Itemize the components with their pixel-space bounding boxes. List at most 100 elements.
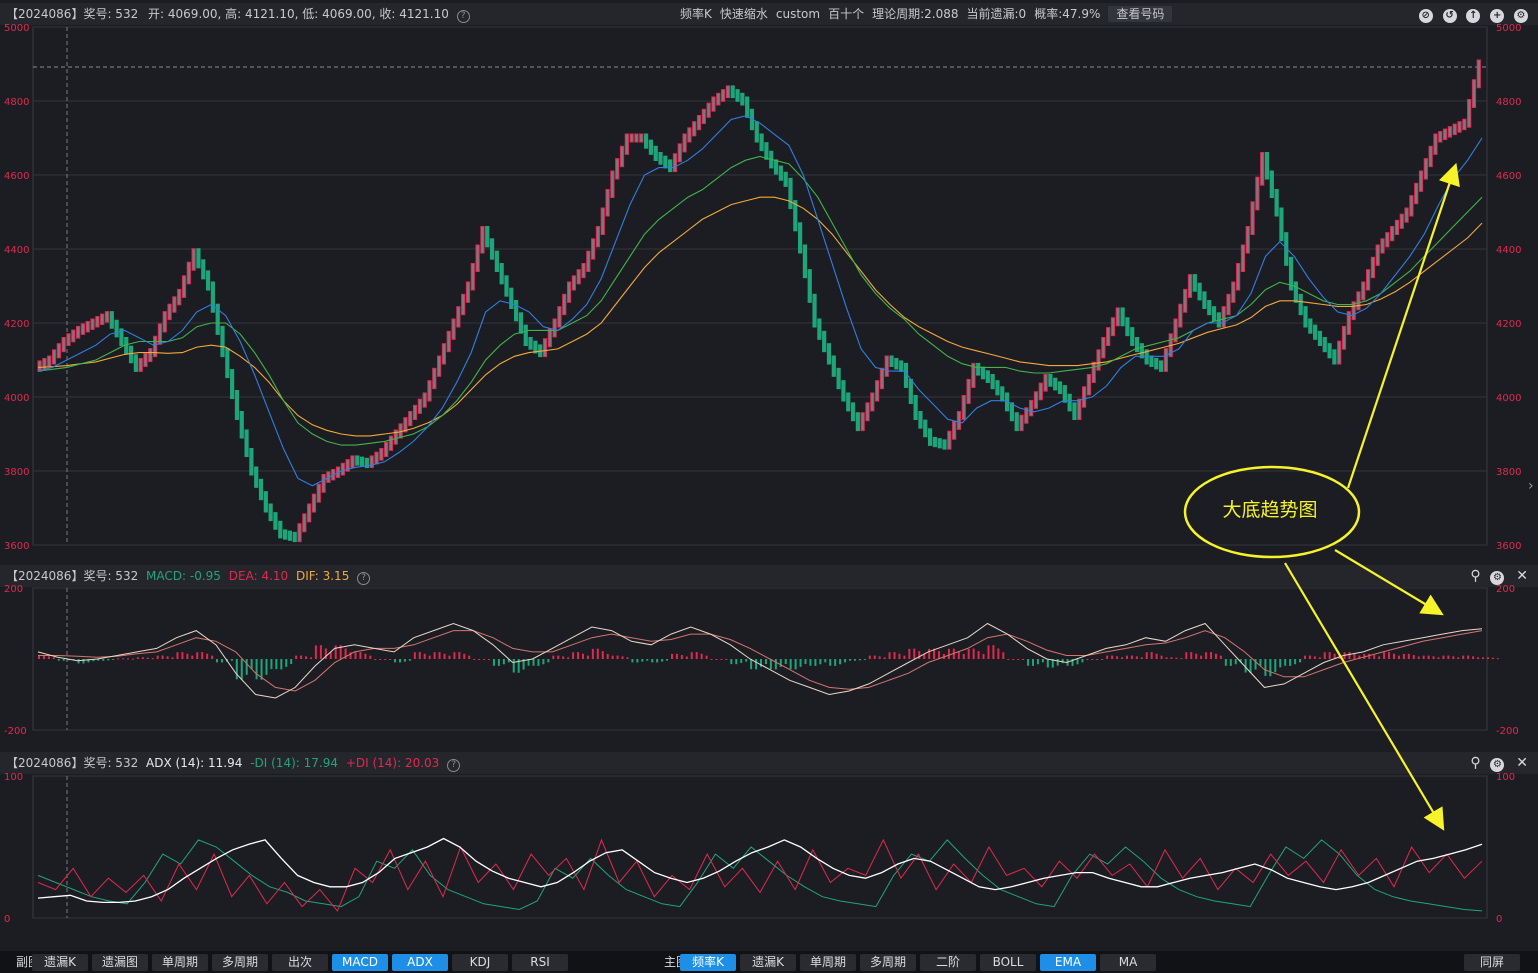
- candle: [1144, 349, 1149, 365]
- adx-line: [37, 837, 1483, 904]
- chart-canvas[interactable]: 5000 5000 4800 4800 4600 4600 4400 4400 4200 4200…: [0, 0, 1538, 951]
- candle: [1091, 361, 1096, 383]
- candle: [807, 269, 812, 303]
- back-icon[interactable]: ↺: [1442, 9, 1457, 23]
- candle: [408, 411, 413, 427]
- macd-hist-bar: [1214, 653, 1217, 659]
- macd-hist-bar: [250, 659, 253, 670]
- macd-hist-bar: [972, 648, 975, 659]
- candle: [841, 380, 846, 402]
- candle: [403, 417, 408, 433]
- ohlc-readout: 开: 4069.00, 高: 4121.10, 低: 4069.00, 收: 4…: [148, 7, 449, 21]
- collapse-arrow-icon[interactable]: ›: [1528, 478, 1534, 494]
- candle: [605, 189, 610, 217]
- macd-hist-bar: [1333, 653, 1336, 659]
- macd-hist-bar: [399, 659, 401, 663]
- up-arrow-icon[interactable]: ↑: [1466, 9, 1481, 23]
- tab-rsi[interactable]: RSI: [512, 954, 568, 971]
- view-numbers-button[interactable]: 查看号码: [1108, 6, 1173, 22]
- macd-hist-bar: [1323, 652, 1326, 659]
- candle: [1226, 293, 1231, 316]
- candle: [846, 392, 851, 412]
- macd-hist-bar: [1491, 657, 1494, 659]
- candle: [615, 158, 620, 180]
- macd-hist-bar: [309, 657, 312, 659]
- candle: [817, 318, 822, 340]
- tab-遗漏图[interactable]: 遗漏图: [92, 954, 148, 971]
- candle: [307, 503, 312, 523]
- gear-icon[interactable]: ⚙: [1490, 758, 1505, 772]
- candle: [1452, 123, 1457, 136]
- candle: [1414, 182, 1419, 205]
- tab-遗漏k[interactable]: 遗漏K: [32, 954, 88, 971]
- macd-hist-bar: [1259, 659, 1262, 666]
- tab-多周期[interactable]: 多周期: [860, 954, 916, 971]
- y-tick-label-left: 100: [4, 772, 23, 783]
- compass-icon[interactable]: ⊘: [1418, 9, 1433, 23]
- macd-hist-bar: [1244, 659, 1247, 673]
- macd-hist-bar: [191, 655, 194, 659]
- macd-hist-bar: [1358, 655, 1361, 659]
- tab-boll[interactable]: BOLL: [980, 954, 1036, 971]
- help-icon[interactable]: ?: [447, 759, 461, 772]
- candle: [504, 275, 509, 297]
- tab-ma[interactable]: MA: [1100, 954, 1156, 971]
- tab-kdj[interactable]: KDJ: [452, 954, 508, 971]
- gear-icon[interactable]: ⚙: [1490, 571, 1505, 585]
- macd-hist-bar: [611, 655, 614, 659]
- help-icon[interactable]: ?: [357, 572, 371, 585]
- tab-遗漏k[interactable]: 遗漏K: [740, 954, 796, 971]
- tab-macd[interactable]: MACD: [332, 954, 388, 971]
- close-icon[interactable]: ✕: [1516, 568, 1528, 584]
- gear-icon[interactable]: ⚙: [1514, 9, 1528, 23]
- tab-adx[interactable]: ADX: [392, 954, 448, 971]
- candle: [104, 311, 110, 323]
- macd-hist-bar: [507, 659, 510, 663]
- macd-hist-bar: [141, 657, 144, 659]
- candle: [1279, 207, 1284, 242]
- tab-ema[interactable]: EMA: [1040, 954, 1096, 971]
- macd-hist-bar: [1348, 652, 1351, 659]
- candle: [1423, 158, 1428, 180]
- main-chart-header: 【2024086】奖号: 532 开: 4069.00, 高: 4121.10,…: [0, 3, 1538, 25]
- candle: [1274, 189, 1279, 217]
- macd-hist-bar: [1007, 659, 1010, 660]
- macd-hist-bar: [478, 659, 481, 660]
- same-screen-button[interactable]: 同屏: [1464, 954, 1520, 971]
- macd-hist-bar: [839, 659, 842, 665]
- macd-hist-bar: [735, 659, 738, 665]
- macd-hist-bar: [1442, 655, 1445, 659]
- macd-hist-bar: [779, 659, 782, 667]
- y-tick-label-left: 4000: [4, 393, 29, 404]
- candle: [138, 357, 143, 372]
- tab-频率k[interactable]: 频率K: [680, 954, 736, 971]
- adx-issue-id: 【2024086】: [6, 756, 84, 770]
- candle: [268, 503, 273, 522]
- tab-单周期[interactable]: 单周期: [800, 954, 856, 971]
- y-tick-label-right: 5000: [1496, 23, 1521, 34]
- macd-hist-bar: [1313, 656, 1316, 659]
- tab-单周期[interactable]: 单周期: [152, 954, 208, 971]
- candle: [1284, 232, 1289, 266]
- candle: [668, 159, 673, 173]
- candle: [961, 394, 966, 421]
- candle: [441, 343, 447, 365]
- close-icon[interactable]: ✕: [1516, 755, 1528, 771]
- macd-hist-bar: [87, 659, 90, 663]
- tab-出次[interactable]: 出次: [272, 954, 328, 971]
- macd-hist-bar: [596, 648, 599, 659]
- candle: [788, 177, 793, 210]
- candle: [716, 92, 721, 106]
- tab-多周期[interactable]: 多周期: [212, 954, 268, 971]
- plus-icon[interactable]: +: [1490, 9, 1505, 23]
- tab-二阶[interactable]: 二阶: [920, 954, 976, 971]
- macd-hist-bar: [1155, 653, 1158, 659]
- candle: [701, 108, 706, 125]
- macd-hist-bar: [1086, 659, 1089, 660]
- macd-hist-bar: [1299, 659, 1302, 663]
- macd-hist-bar: [497, 659, 500, 666]
- mdi-value: -DI (14): 17.94: [250, 756, 338, 770]
- pin-icon[interactable]: ⚲: [1470, 755, 1481, 771]
- pin-icon[interactable]: ⚲: [1470, 568, 1481, 584]
- help-icon[interactable]: ?: [456, 10, 470, 23]
